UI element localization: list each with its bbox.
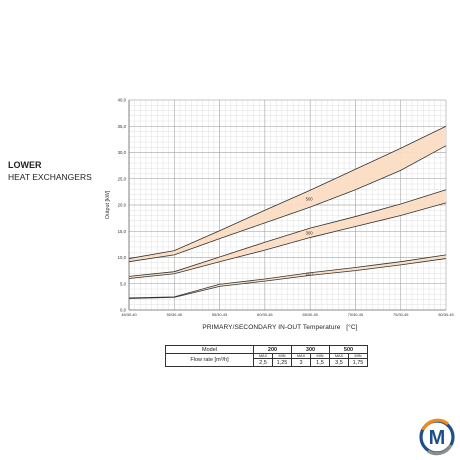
series-label-300: 300: [306, 230, 314, 235]
x-tick-label: 75/30-45: [393, 312, 408, 317]
y-tick-label: 25,0: [118, 176, 127, 181]
flow-200-max: 2,5: [253, 358, 273, 367]
y-tick-label: 15,0: [118, 229, 127, 234]
band-200-upper-line: [128, 254, 447, 299]
flow-300-min: 1,5: [310, 358, 330, 367]
y-tick-label: 30,0: [118, 150, 127, 155]
y-tick-label: 0,0: [120, 308, 127, 313]
logo-orange-arc: [421, 418, 450, 431]
flow-rate-label: Flow rate [m³/h]: [165, 353, 254, 367]
flow-200-min: 1,25: [272, 358, 292, 367]
x-tick-label: 80/30-45: [438, 312, 453, 317]
flow-500-min: 1,75: [348, 358, 368, 367]
logo-letter: M: [429, 427, 446, 449]
brand-logo: M: [419, 418, 455, 456]
band-500-lower-line: [128, 145, 447, 263]
side-title: LOWER HEAT EXCHANGERS: [8, 159, 92, 183]
model-200-header: 200: [253, 345, 292, 354]
x-axis-label: PRIMARY/SECONDARY IN-OUT Temperature: [202, 324, 341, 331]
model-500-header: 500: [329, 345, 368, 354]
band-200-lower-line: [128, 258, 447, 299]
y-tick-label: 35,0: [118, 124, 127, 129]
flow-rate-table: Model 200 300 500 Flow rate [m³/h] MAX M…: [165, 345, 368, 367]
logo-gray-arc: [427, 444, 453, 456]
x-tick-label: 50/30-45: [167, 312, 182, 317]
side-title-line2: HEAT EXCHANGERS: [8, 172, 92, 182]
model-300-header: 300: [291, 345, 330, 354]
x-tick-label: 60/30-45: [257, 312, 272, 317]
y-tick-label: 10,0: [118, 255, 127, 260]
x-tick-label: 55/30-45: [212, 312, 227, 317]
series-label-200: 200: [306, 272, 314, 277]
x-axis-title: PRIMARY/SECONDARY IN-OUT Temperature [°C…: [110, 324, 450, 331]
x-axis-unit: [°C]: [346, 324, 358, 331]
x-tick-label: 45/30-40: [121, 312, 137, 317]
output-chart: 500 300 200 0,0 5,0 10,0 15,0 20,0 25,0 30,0 35,0 4…: [105, 98, 454, 318]
x-tick-label: 70/30-45: [348, 312, 363, 317]
band-300-lower-line: [128, 202, 447, 279]
y-axis-title: Output [kW]: [105, 190, 111, 219]
flow-500-max: 3,5: [329, 358, 349, 367]
y-tick-label: 40,0: [118, 98, 127, 103]
series-label-500: 500: [306, 196, 314, 201]
x-tick-label: 65/30-45: [302, 312, 317, 317]
side-title-line1: LOWER: [8, 160, 42, 170]
flow-300-max: 3: [291, 358, 311, 367]
model-header: Model: [165, 345, 254, 354]
y-tick-label: 20,0: [118, 203, 127, 208]
y-tick-label: 5,0: [120, 281, 127, 286]
band-500-upper-line: [128, 125, 447, 259]
band-300-upper-line: [128, 189, 447, 277]
